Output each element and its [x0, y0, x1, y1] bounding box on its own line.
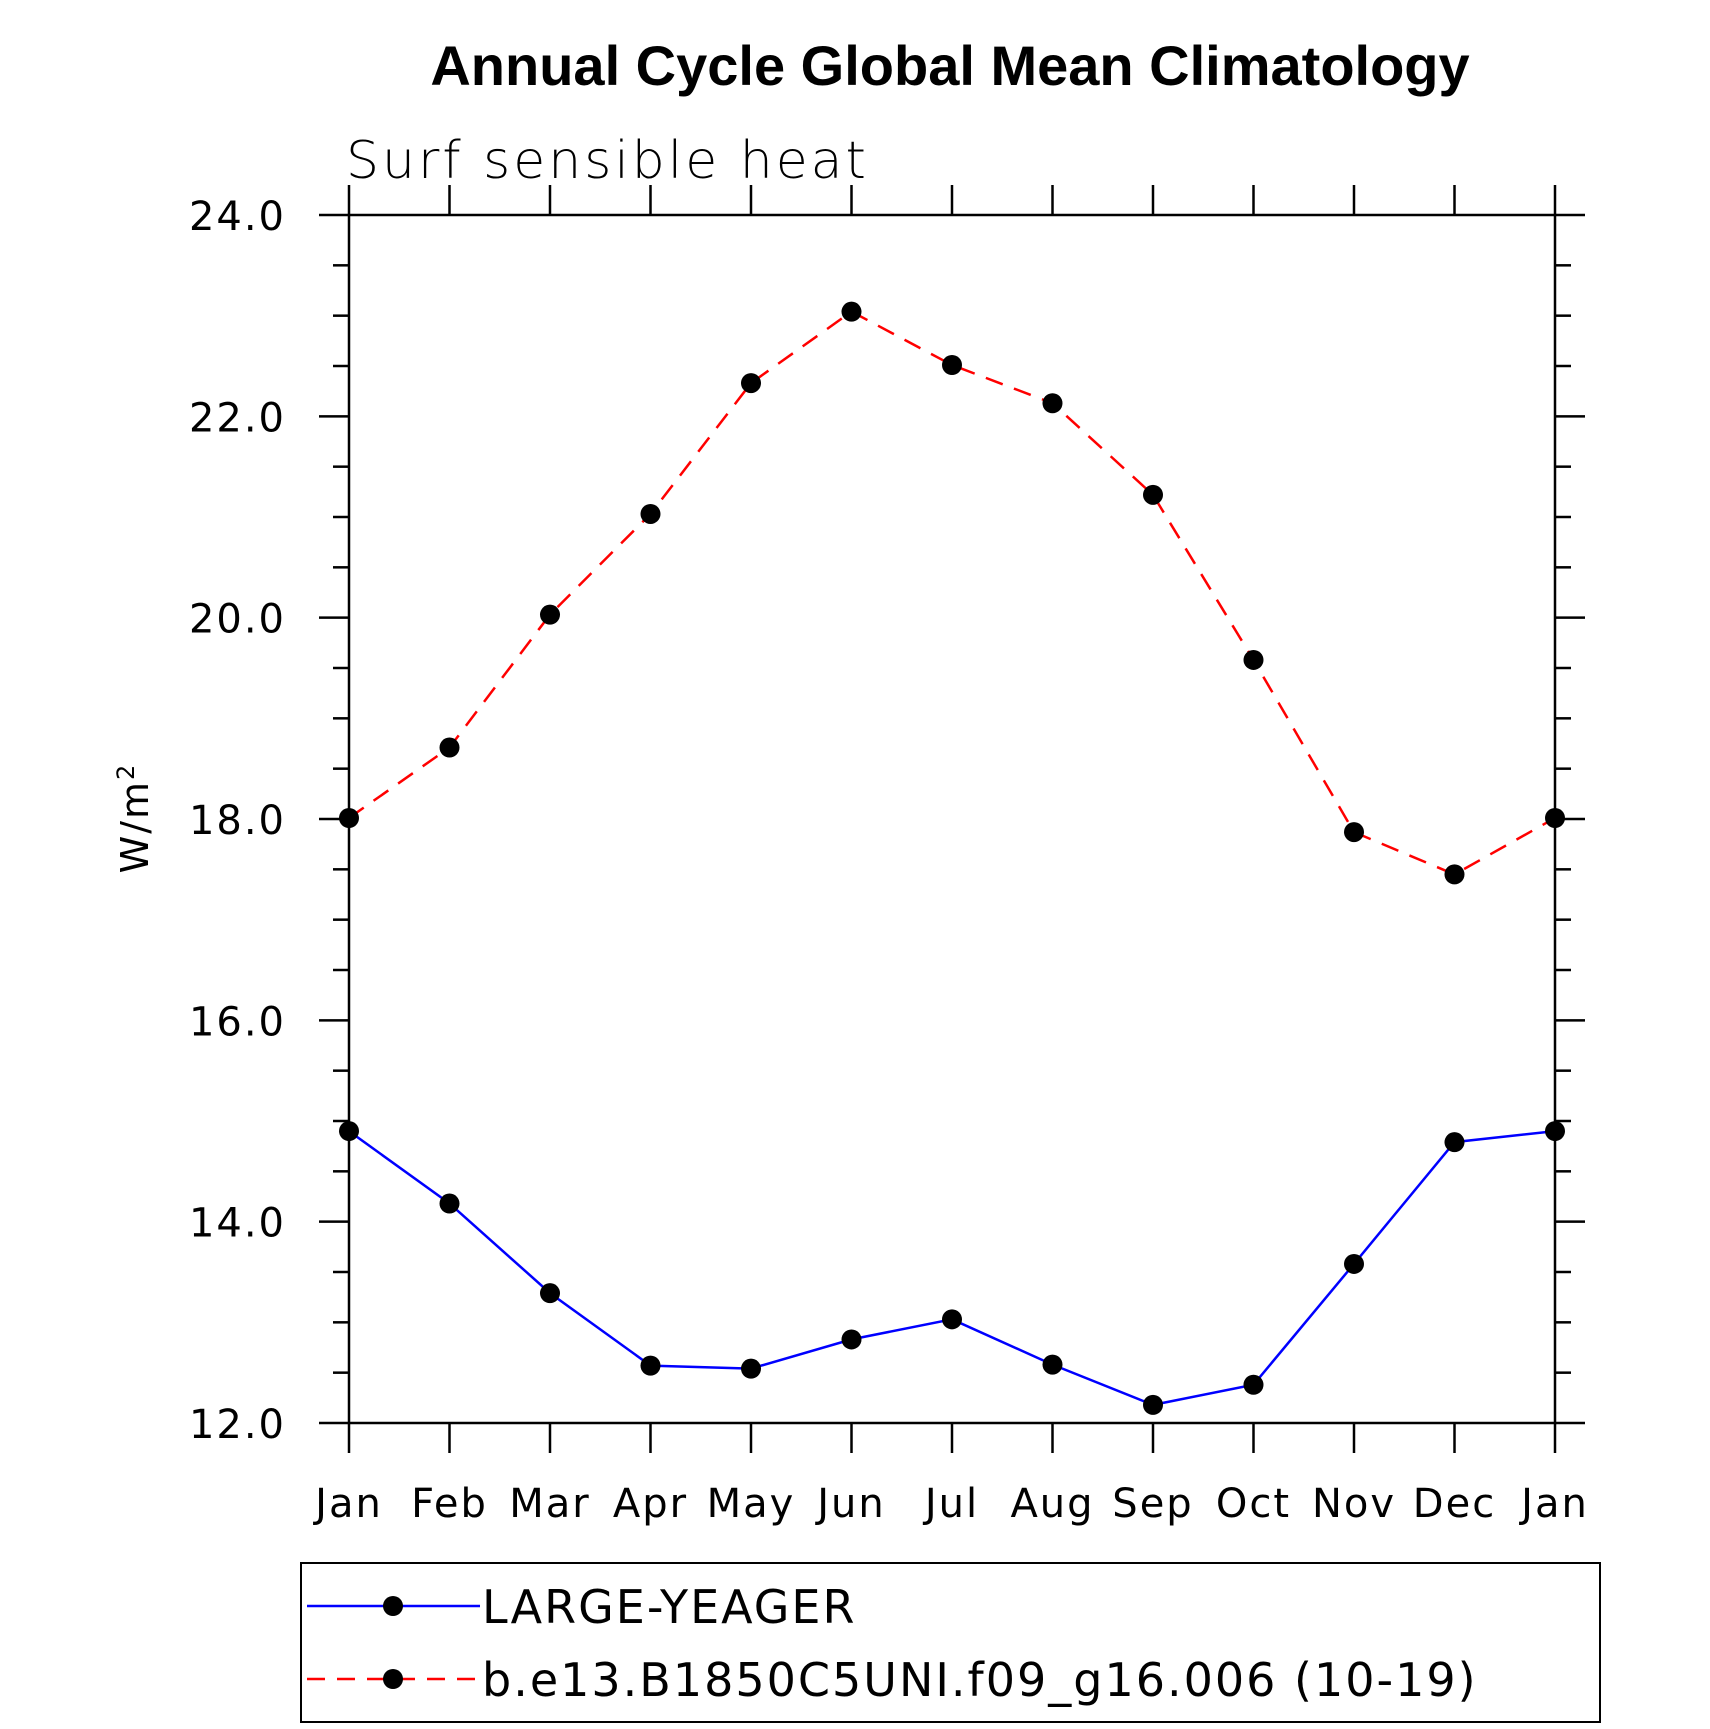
data-point-0 [1042, 1354, 1063, 1375]
data-point-1 [439, 737, 460, 758]
data-point-0 [1243, 1374, 1264, 1395]
data-point-1 [841, 301, 862, 322]
x-tick-label: Sep [1112, 1481, 1193, 1527]
data-point-1 [741, 373, 761, 394]
data-point-0 [1344, 1253, 1364, 1274]
data-point-0 [741, 1358, 761, 1379]
chart-title: Annual Cycle Global Mean Climatology [430, 34, 1469, 97]
data-point-1 [640, 503, 661, 524]
x-tick-label: Nov [1312, 1481, 1396, 1527]
x-tick-label: Apr [613, 1481, 688, 1527]
data-point-1 [1143, 484, 1163, 505]
data-point-1 [540, 604, 560, 625]
plot-border [347, 213, 1557, 1425]
plot-frame [347, 213, 1557, 1425]
legend: LARGE-YEAGER b.e13.B1850C5UNI.f09_g16.00… [300, 1562, 1601, 1723]
data-point-0 [1143, 1394, 1163, 1415]
data-point-0 [339, 1121, 359, 1142]
x-tick-label: Jul [922, 1481, 979, 1527]
y-tick-label: 16.0 [189, 999, 286, 1045]
data-point-1 [1444, 864, 1465, 885]
x-tick-label: Aug [1010, 1481, 1094, 1527]
y-tick-label: 20.0 [189, 597, 286, 643]
data-point-1 [1344, 822, 1364, 843]
y-axis-label-text: W/m [113, 780, 157, 873]
x-tick-label: Feb [411, 1481, 488, 1527]
data-point-1 [1545, 807, 1565, 828]
data-point-1 [942, 354, 962, 375]
data-point-0 [841, 1329, 862, 1350]
x-tick-label: May [707, 1481, 796, 1527]
data-point-1 [339, 807, 359, 828]
data-point-1 [1042, 393, 1063, 414]
chart-subtitle: Surf sensible heat [346, 131, 869, 191]
y-axis: 12.0 14.0 16.0 18.0 20.0 22.0 24.0 [189, 194, 1585, 1448]
x-tick-label: Oct [1216, 1481, 1291, 1527]
x-tick-label: Mar [509, 1481, 590, 1527]
y-tick-label: 22.0 [189, 395, 286, 441]
y-axis-label-superscript: 2 [112, 763, 140, 780]
x-tick-label: Dec [1413, 1481, 1496, 1527]
y-tick-label: 18.0 [189, 798, 286, 844]
legend-marker-b-e13 [383, 1669, 403, 1689]
x-axis: Jan Feb Mar Apr May Jun Jul Aug Sep Oct Nov Dec Jan [312, 185, 1589, 1527]
data-point-0 [439, 1193, 460, 1214]
x-tick-label: Jan [1518, 1481, 1589, 1527]
data-point-0 [1444, 1132, 1465, 1153]
data-point-0 [540, 1283, 560, 1304]
data-point-0 [640, 1355, 661, 1376]
data-point-0 [942, 1309, 962, 1330]
data-point-1 [1243, 649, 1264, 670]
x-tick-label: Jan [312, 1481, 383, 1527]
y-axis-label: W/m2 [112, 763, 157, 874]
y-tick-label: 14.0 [189, 1201, 286, 1247]
legend-box [300, 1562, 1601, 1723]
series-line-0 [348, 1129, 1556, 1407]
series-line-1 [348, 310, 1556, 876]
legend-label-b-e13: b.e13.B1850C5UNI.f09_g16.006 (10-19) [482, 1653, 1478, 1707]
legend-label-large-yeager: LARGE-YEAGER [482, 1580, 856, 1634]
data-point-0 [1545, 1121, 1565, 1142]
series-layer [339, 301, 1565, 1415]
y-tick-label: 24.0 [189, 194, 286, 240]
x-tick-label: Jun [814, 1481, 886, 1527]
y-tick-label: 12.0 [189, 1402, 286, 1448]
legend-marker-large-yeager [383, 1596, 403, 1616]
